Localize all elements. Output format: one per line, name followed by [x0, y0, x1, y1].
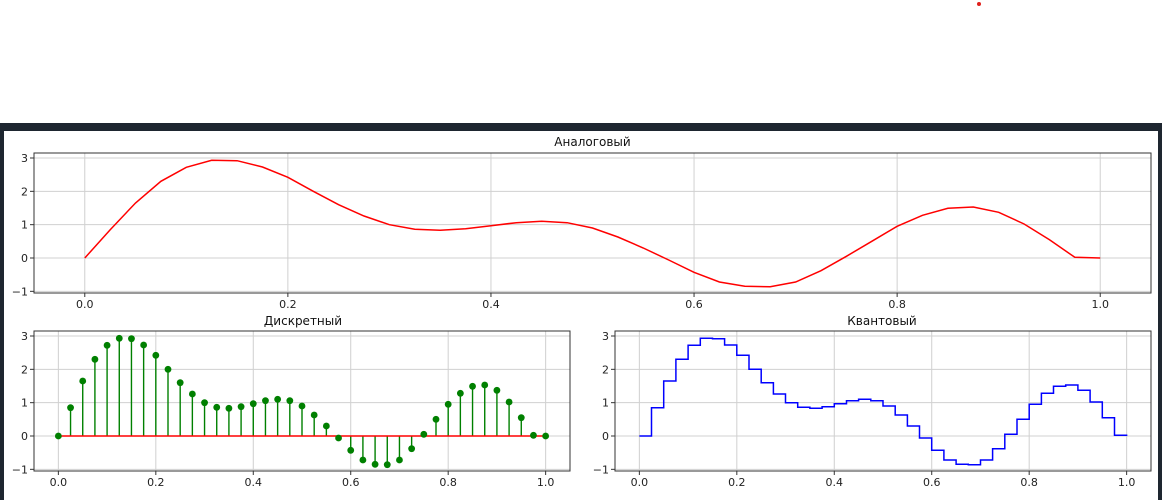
analog-series-line — [84, 159, 1101, 288]
discrete-stem-marker — [310, 411, 318, 419]
quantized-ytick: 1 — [602, 397, 609, 410]
discrete-stem-marker — [469, 382, 476, 390]
discrete-stem-marker — [249, 400, 257, 408]
analog-ytick: −1 — [12, 285, 28, 298]
analog-xtick: 1.0 — [1091, 298, 1109, 311]
discrete-stem-marker — [493, 386, 501, 394]
discrete-stem-marker — [371, 460, 379, 468]
discrete-ytick: −1 — [12, 463, 28, 476]
discrete-xtick: 0.0 — [50, 476, 68, 489]
discrete-stem-marker — [91, 355, 99, 363]
discrete-ytick: 1 — [21, 397, 28, 410]
analog-xtick: 0.4 — [482, 298, 500, 311]
discrete-stem-marker — [505, 398, 513, 406]
analog-title: Аналоговый — [554, 135, 630, 149]
analog-ytick: 2 — [21, 185, 28, 198]
quantized-step-line — [639, 337, 1128, 466]
discrete-title: Дискретный — [264, 314, 342, 328]
quantized-xtick: 0.4 — [826, 476, 844, 489]
discrete-stem-marker — [298, 402, 306, 410]
quantized-xtick: 0.2 — [728, 476, 746, 489]
discrete-stem-marker — [286, 397, 294, 405]
analog-xtick: 0.2 — [279, 298, 297, 311]
discrete-stem-marker — [225, 404, 233, 412]
discrete-stem-marker — [237, 403, 245, 411]
analog-ytick: 1 — [21, 219, 28, 232]
quantized-xtick: 0.8 — [1020, 476, 1038, 489]
analog-plot-frame — [33, 152, 1152, 294]
quantized-ytick: 0 — [602, 430, 609, 443]
discrete-xtick: 0.4 — [245, 476, 263, 489]
quantized-ytick: −1 — [593, 463, 609, 476]
discrete-stem-marker — [542, 432, 550, 440]
discrete-stem-marker — [140, 341, 148, 349]
discrete-stem-marker — [322, 422, 330, 430]
red-dot-marker — [977, 2, 981, 6]
discrete-stem-marker — [383, 461, 391, 469]
analog-xtick: 0.6 — [685, 298, 703, 311]
discrete-ytick: 3 — [21, 330, 28, 343]
discrete-stem-marker — [432, 415, 440, 423]
discrete-stem-marker — [176, 379, 184, 387]
figure-canvas: Аналоговый 0.0 0.2 0.4 0.6 0.8 1.0 −1 0 … — [4, 131, 1158, 500]
discrete-stem-marker — [201, 399, 208, 407]
discrete-stem-marker — [530, 431, 537, 439]
discrete-stem-marker — [115, 334, 123, 342]
discrete-stem-marker — [481, 381, 489, 389]
discrete-stem-marker — [67, 404, 74, 412]
discrete-stem-marker — [164, 365, 172, 373]
discrete-stem-marker — [213, 403, 221, 411]
discrete-chart: Дискретный 0.0 0.2 0.4 0.6 0.8 1.0 −1 0 … — [12, 314, 571, 489]
discrete-stem-marker — [396, 456, 403, 464]
quantized-xtick: 0.0 — [631, 476, 649, 489]
discrete-xtick: 0.2 — [147, 476, 165, 489]
discrete-ytick: 0 — [21, 430, 28, 443]
discrete-stem-marker — [152, 351, 160, 359]
quantized-ytick: 2 — [602, 363, 609, 376]
figure-svg: Аналоговый 0.0 0.2 0.4 0.6 0.8 1.0 −1 0 … — [12, 135, 1152, 489]
quantized-plot-frame — [614, 330, 1152, 472]
discrete-xtick: 1.0 — [537, 476, 555, 489]
discrete-stem-marker — [420, 430, 428, 438]
discrete-stem-marker — [444, 400, 452, 408]
quantized-xtick: 1.0 — [1118, 476, 1136, 489]
quantized-xtick: 0.6 — [923, 476, 941, 489]
discrete-ytick: 2 — [21, 363, 28, 376]
discrete-stem-marker — [517, 414, 525, 422]
discrete-plot-frame — [33, 330, 571, 472]
discrete-stem-marker — [188, 390, 196, 398]
discrete-stem-marker — [262, 397, 269, 405]
discrete-stem-marker — [359, 456, 367, 464]
analog-ytick: 0 — [21, 252, 28, 265]
quantized-ytick: 3 — [602, 330, 609, 343]
analog-ytick: 3 — [21, 152, 28, 165]
discrete-stem-marker — [335, 434, 342, 442]
discrete-stem-marker — [54, 432, 62, 440]
discrete-xtick: 0.8 — [439, 476, 457, 489]
analog-xtick: 0.8 — [888, 298, 906, 311]
analog-chart: Аналоговый 0.0 0.2 0.4 0.6 0.8 1.0 −1 0 … — [12, 135, 1152, 311]
discrete-stem-marker — [408, 445, 416, 453]
discrete-stem-marker — [79, 377, 87, 385]
discrete-stem-marker — [274, 395, 282, 403]
quantized-chart: Квантовый 0.0 0.2 0.4 0.6 0.8 1.0 −1 0 1… — [593, 314, 1152, 489]
discrete-stem-marker — [456, 389, 464, 397]
analog-xtick: 0.0 — [76, 298, 94, 311]
discrete-stem-marker — [128, 335, 135, 343]
discrete-stem-marker — [347, 446, 355, 454]
discrete-xtick: 0.6 — [342, 476, 360, 489]
quantized-title: Квантовый — [847, 314, 916, 328]
discrete-stem-marker — [103, 341, 111, 349]
